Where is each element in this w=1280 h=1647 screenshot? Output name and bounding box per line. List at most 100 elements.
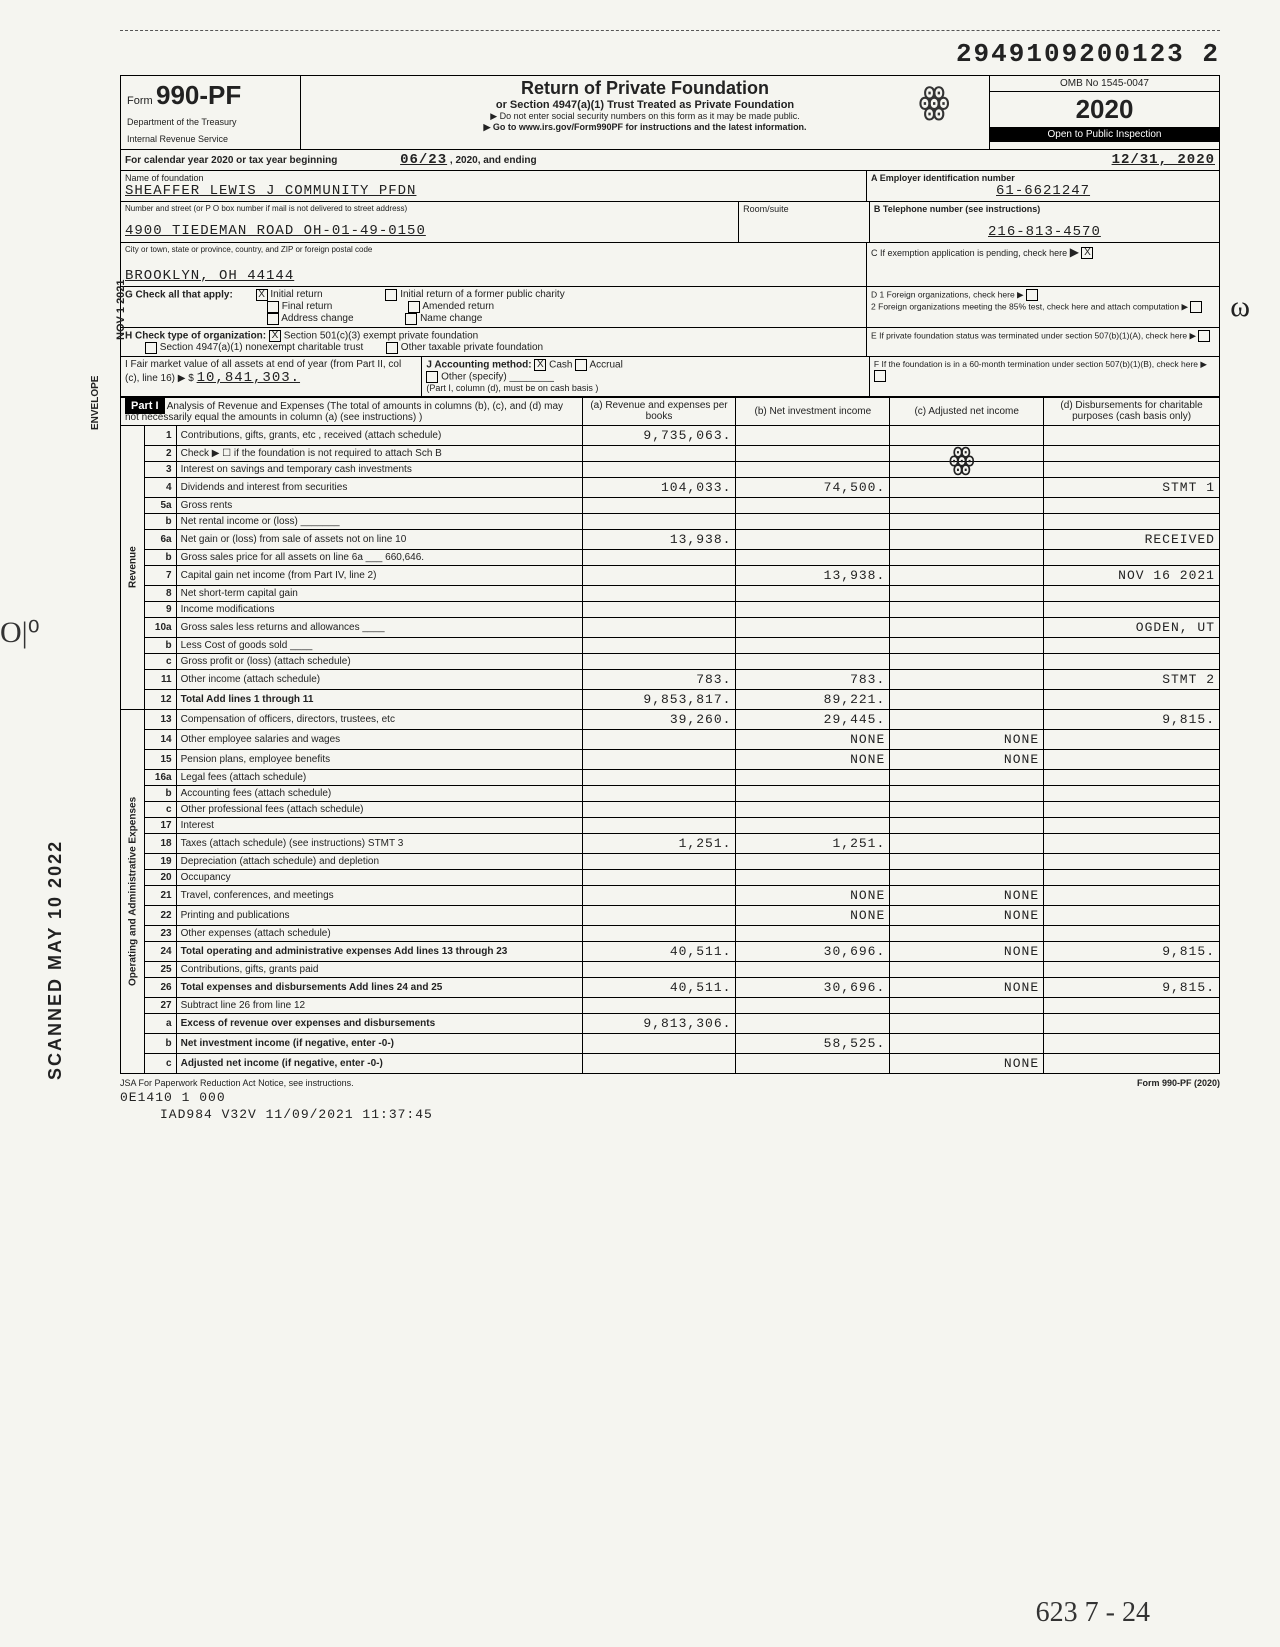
amended-checkbox[interactable] — [408, 301, 420, 313]
side-mark: ω — [1230, 290, 1250, 324]
cell-col-c — [890, 601, 1044, 617]
cell-col-b: NONE — [736, 905, 890, 925]
d1-checkbox[interactable] — [1026, 289, 1038, 301]
cash-checkbox[interactable]: X — [534, 359, 546, 371]
calendar-mid: , 2020, and ending — [450, 155, 537, 166]
line-number: c — [145, 653, 176, 669]
goto-link-text: ▶ Go to www.irs.gov/Form990PF for instru… — [307, 122, 983, 133]
e-label: E If private foundation status was termi… — [871, 330, 1187, 340]
form-number: 990-PF — [156, 80, 241, 110]
line-number: 17 — [145, 817, 176, 833]
footer-code-1: 0E1410 1 000 — [120, 1090, 1220, 1105]
cell-col-a — [582, 961, 736, 977]
name-change-checkbox[interactable] — [405, 313, 417, 325]
cell-col-d — [1044, 925, 1220, 941]
line-number: c — [145, 1053, 176, 1073]
table-row: aExcess of revenue over expenses and dis… — [121, 1013, 1220, 1033]
table-row: 4Dividends and interest from securities1… — [121, 477, 1220, 497]
line-number: 27 — [145, 997, 176, 1013]
address-change-checkbox[interactable] — [267, 313, 279, 325]
footer-right: Form 990-PF (2020) — [1137, 1078, 1220, 1088]
line-number: 26 — [145, 977, 176, 997]
line-description: Capital gain net income (from Part IV, l… — [176, 565, 582, 585]
omb-number: OMB No 1545-0047 — [990, 76, 1219, 92]
line-number: 24 — [145, 941, 176, 961]
table-row: 5aGross rents — [121, 497, 1220, 513]
cell-col-d — [1044, 785, 1220, 801]
footer-code-2: IAD984 V32V 11/09/2021 11:37:45 — [160, 1107, 1220, 1122]
cell-col-d — [1044, 997, 1220, 1013]
table-row: 3Interest on savings and temporary cash … — [121, 461, 1220, 477]
opt-address-change: Address change — [281, 313, 353, 324]
c-checkbox[interactable]: X — [1081, 247, 1093, 259]
other-method-checkbox[interactable] — [426, 371, 438, 383]
name-label: Name of foundation — [125, 173, 862, 183]
cell-col-c — [890, 869, 1044, 885]
line-description: Gross sales less returns and allowances … — [176, 617, 582, 637]
table-row: 15Pension plans, employee benefitsNONENO… — [121, 749, 1220, 769]
cell-col-b — [736, 601, 890, 617]
g-label: G Check all that apply: — [125, 289, 233, 300]
d2-label: 2 Foreign organizations meeting the 85% … — [871, 301, 1179, 311]
line-description: Taxes (attach schedule) (see instruction… — [176, 833, 582, 853]
line-description: Other employee salaries and wages — [176, 729, 582, 749]
line-number: 2 — [145, 445, 176, 461]
cell-col-d — [1044, 425, 1220, 445]
cell-col-b — [736, 1053, 890, 1073]
cell-col-a: 39,260. — [582, 709, 736, 729]
table-row: 19Depreciation (attach schedule) and dep… — [121, 853, 1220, 869]
cell-col-b — [736, 549, 890, 565]
cell-col-d: 9,815. — [1044, 977, 1220, 997]
cell-col-c — [890, 497, 1044, 513]
table-row: bLess Cost of goods sold ____ — [121, 637, 1220, 653]
cell-col-d: STMT 2 — [1044, 669, 1220, 689]
cell-col-a — [582, 853, 736, 869]
d2-checkbox[interactable] — [1190, 301, 1202, 313]
city-label: City or town, state or province, country… — [125, 245, 862, 254]
d1-label: D 1 Foreign organizations, check here — [871, 289, 1015, 299]
table-row: 26Total expenses and disbursements Add l… — [121, 977, 1220, 997]
cell-col-d — [1044, 653, 1220, 669]
cell-col-c — [890, 925, 1044, 941]
table-row: 2Check ▶ ☐ if the foundation is not requ… — [121, 445, 1220, 461]
form-subtitle: or Section 4947(a)(1) Trust Treated as P… — [307, 99, 983, 111]
cell-col-b — [736, 785, 890, 801]
cell-col-a: 9,735,063. — [582, 425, 736, 445]
cell-col-a — [582, 461, 736, 477]
cell-col-c — [890, 529, 1044, 549]
other-taxable-checkbox[interactable] — [386, 342, 398, 354]
cell-col-b — [736, 853, 890, 869]
line-number: 22 — [145, 905, 176, 925]
initial-return-checkbox[interactable]: X — [256, 289, 268, 301]
end-date: 12/31, 2020 — [1112, 152, 1215, 168]
phone-label: B Telephone number (see instructions) — [874, 204, 1215, 214]
accrual-checkbox[interactable] — [575, 359, 587, 371]
f-checkbox[interactable] — [874, 370, 886, 382]
4947-checkbox[interactable] — [145, 342, 157, 354]
table-row: cGross profit or (loss) (attach schedule… — [121, 653, 1220, 669]
table-row: cAdjusted net income (if negative, enter… — [121, 1053, 1220, 1073]
line-description: Income modifications — [176, 601, 582, 617]
e-checkbox[interactable] — [1198, 330, 1210, 342]
cell-col-c — [890, 689, 1044, 709]
line-number: 4 — [145, 477, 176, 497]
former-charity-checkbox[interactable] — [385, 289, 397, 301]
ein-value: 61-6621247 — [871, 183, 1215, 199]
cell-col-b: NONE — [736, 885, 890, 905]
cell-col-a — [582, 1053, 736, 1073]
cell-col-b — [736, 461, 890, 477]
cell-col-b: NONE — [736, 729, 890, 749]
cell-col-b — [736, 801, 890, 817]
cell-col-b — [736, 997, 890, 1013]
cell-col-a: 1,251. — [582, 833, 736, 853]
expenses-side-label: Operating and Administrative Expenses — [121, 709, 145, 1073]
cell-col-b — [736, 513, 890, 529]
final-return-checkbox[interactable] — [267, 301, 279, 313]
cell-col-b — [736, 617, 890, 637]
cell-col-b — [736, 497, 890, 513]
cell-col-a — [582, 801, 736, 817]
cell-col-a: 9,813,306. — [582, 1013, 736, 1033]
line-number: 15 — [145, 749, 176, 769]
footer-left: JSA For Paperwork Reduction Act Notice, … — [120, 1078, 354, 1088]
501c3-checkbox[interactable]: X — [269, 330, 281, 342]
